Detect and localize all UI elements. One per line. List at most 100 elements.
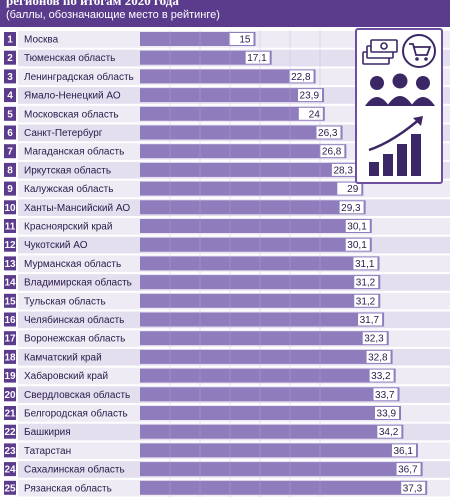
growth-chart-icon: [368, 116, 423, 176]
region-name: Чукотский АО: [24, 240, 88, 251]
value-box: [345, 220, 370, 232]
bar[interactable]: [140, 424, 404, 439]
rank-label: 22: [4, 427, 16, 438]
bar[interactable]: [140, 181, 364, 196]
data-label: 26,8: [322, 147, 342, 158]
value-box: [362, 332, 387, 345]
rank-box: [4, 144, 16, 159]
rank-box: [4, 50, 16, 65]
bar[interactable]: [140, 162, 358, 177]
rank-label: 17: [4, 334, 16, 345]
rank-label: 8: [7, 165, 13, 176]
value-box: [375, 407, 400, 419]
bar[interactable]: [140, 144, 347, 159]
bar[interactable]: [140, 368, 396, 383]
value-box: [289, 70, 314, 83]
bar[interactable]: [140, 200, 366, 215]
value-box: [391, 444, 416, 457]
chart-row: 24 Сахалинская область 36,7: [4, 461, 450, 478]
chart-gridlines: [169, 30, 321, 498]
rank-box: [4, 406, 16, 420]
data-label: 29,3: [341, 203, 361, 214]
rank-box: [4, 219, 16, 233]
data-label: 33,2: [371, 371, 391, 382]
bar[interactable]: [140, 331, 389, 346]
rank-label: 10: [4, 203, 16, 214]
rank-label: 23: [4, 446, 16, 457]
data-label: 31,2: [356, 278, 376, 289]
bar[interactable]: [140, 256, 380, 271]
bar[interactable]: [140, 406, 402, 420]
region-name: Ямало-Ненецкий АО: [24, 91, 121, 102]
chart-row: 1 Москва 15: [4, 31, 450, 48]
value-box: [366, 350, 391, 363]
chart-row: 2 Тюменская область 17,1: [4, 49, 450, 67]
bar[interactable]: [140, 125, 343, 140]
region-name: Хабаровский край: [24, 370, 108, 382]
bar[interactable]: [140, 443, 418, 458]
chart-row: 8 Иркутская область 28,3: [4, 161, 450, 179]
chart-row: 22 Башкирия 34,2: [4, 423, 450, 441]
rank-box: [4, 106, 16, 121]
bar[interactable]: [140, 349, 393, 364]
value-box: [337, 182, 362, 195]
chart-row: 12 Чукотский АО 30,1: [4, 236, 450, 254]
bar[interactable]: [140, 106, 325, 121]
rank-box: [4, 88, 16, 103]
data-label: 30,1: [347, 222, 367, 233]
chart-row: 13 Мурманская область 31,1: [4, 255, 450, 273]
region-name: Ханты-Мансийский АО: [24, 203, 130, 214]
rank-box: [4, 69, 16, 84]
chart-row: 9 Калужская область 29: [4, 180, 450, 198]
rank-label: 2: [7, 53, 13, 64]
data-label: 36,7: [398, 465, 418, 476]
bar[interactable]: [140, 219, 372, 233]
bar-chart: 1 Москва 15 2 Тюменская область 17,1 3 Ленингра…: [4, 30, 450, 498]
bar[interactable]: [140, 480, 428, 495]
region-name: Москва: [24, 35, 59, 46]
rank-label: 9: [7, 184, 13, 195]
rank-box: [4, 368, 16, 383]
region-name: Магаданская область: [24, 146, 124, 158]
value-box: [354, 276, 379, 289]
chart-row: 7 Магаданская область 26,8: [4, 143, 450, 160]
bar[interactable]: [140, 69, 316, 84]
value-box: [245, 51, 270, 64]
region-name: Челябинская область: [24, 314, 124, 326]
rank-label: 15: [4, 296, 16, 307]
rank-label: 4: [7, 91, 13, 102]
rank-label: 7: [7, 147, 13, 158]
rank-label: 6: [7, 128, 13, 139]
bar[interactable]: [140, 275, 381, 290]
chart-row: 5 Московская область 24: [4, 105, 450, 123]
bar[interactable]: [140, 462, 423, 477]
chart-row: 20 Свердловская область 33,7: [4, 386, 450, 403]
value-box: [396, 463, 421, 476]
rank-box: [4, 443, 16, 458]
data-label: 37,3: [403, 483, 423, 494]
bar[interactable]: [140, 32, 256, 46]
bar[interactable]: [140, 312, 385, 327]
bar[interactable]: [140, 387, 400, 402]
bar[interactable]: [140, 237, 372, 252]
bar[interactable]: [140, 88, 325, 103]
region-name: Мурманская область: [24, 258, 121, 270]
value-box: [358, 313, 383, 326]
region-name: Санкт-Петербург: [24, 127, 103, 139]
data-label: 28,3: [333, 165, 353, 176]
bar[interactable]: [140, 50, 272, 65]
rank-box: [4, 125, 16, 140]
value-box: [229, 33, 254, 45]
rank-box: [4, 237, 16, 252]
data-label: 31,2: [356, 296, 376, 307]
rank-label: 11: [5, 222, 16, 233]
rank-box: [4, 200, 16, 215]
rank-label: 12: [4, 240, 16, 251]
chart-row: 10 Ханты-Мансийский АО 29,3: [4, 199, 450, 216]
bar[interactable]: [140, 293, 381, 308]
rank-box: [4, 293, 16, 308]
value-box: [316, 126, 341, 139]
chart-header: регионов по итогам 2020 года (баллы, обо…: [0, 0, 450, 27]
rank-box: [4, 275, 16, 290]
value-box: [401, 481, 426, 494]
